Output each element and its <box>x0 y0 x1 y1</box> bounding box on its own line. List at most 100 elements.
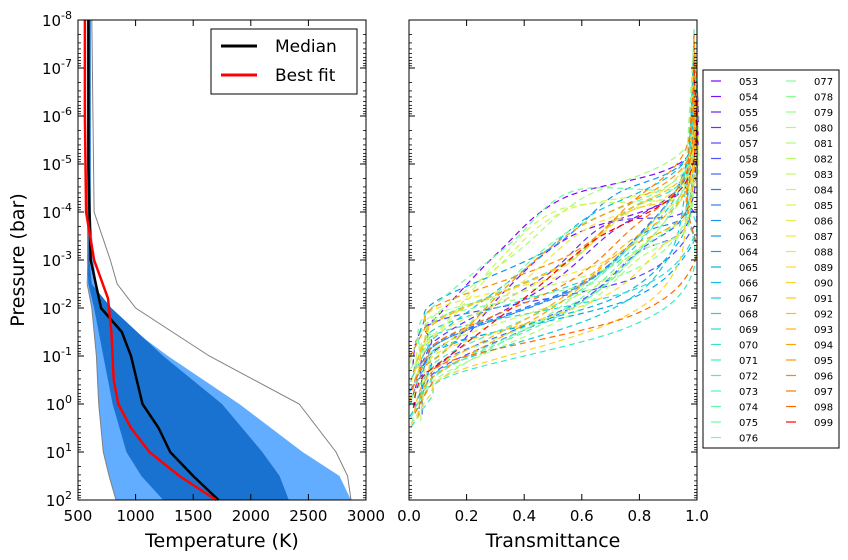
x-tick-label: 500 <box>64 507 93 525</box>
legend-median-label: Median <box>275 37 337 57</box>
transmittance-curve-080 <box>409 33 698 364</box>
legend-label-063: 063 <box>739 232 758 243</box>
left-y-ticks: 10-8 10-7 10-6 10-5 10-4 10-3 10-2 10-1 100 101 10… <box>42 9 366 510</box>
y-tick-label: 101 <box>46 441 72 462</box>
legend-label-094: 094 <box>814 341 833 352</box>
transmittance-curve-064 <box>419 117 695 397</box>
transmittance-curve-078 <box>409 36 695 370</box>
transmittance-curve-070 <box>414 79 695 370</box>
y-tick-label: 102 <box>46 489 72 510</box>
transmittance-curve-059 <box>418 110 695 410</box>
legend-label-078: 078 <box>814 93 833 104</box>
profile-lines <box>83 20 220 502</box>
y-tick-label: 10-5 <box>42 153 72 174</box>
transmittance-curve-083 <box>415 118 700 378</box>
legend-label-071: 071 <box>739 356 758 367</box>
y-tick-label: 10-3 <box>42 249 72 270</box>
y-tick-label: 10-6 <box>42 105 72 126</box>
y-tick-label: 10-2 <box>42 297 72 318</box>
legend-label-081: 081 <box>814 139 833 150</box>
legend-label-057: 057 <box>739 139 758 150</box>
x-tick-label: 0.0 <box>397 507 421 525</box>
legend-label-084: 084 <box>814 186 833 197</box>
x-tick-label: 0.8 <box>627 507 651 525</box>
legend-label-092: 092 <box>814 310 833 321</box>
legend-label-077: 077 <box>814 77 833 88</box>
legend-label-056: 056 <box>739 124 758 135</box>
legend-label-060: 060 <box>739 186 758 197</box>
legend-label-083: 083 <box>814 170 833 181</box>
y-tick-label: 10-4 <box>42 201 72 222</box>
legend-label-076: 076 <box>739 434 758 445</box>
legend-label-073: 073 <box>739 387 758 398</box>
legend-label-069: 069 <box>739 325 758 336</box>
x-tick-label: 3000 <box>347 507 385 525</box>
y-tick-label: 10-1 <box>42 345 72 366</box>
x-tick-label: 0.6 <box>570 507 594 525</box>
transmittance-curve-081 <box>420 124 695 422</box>
transmittance-curve-073 <box>410 41 695 418</box>
x-tick-label: 0.4 <box>512 507 536 525</box>
legend-label-080: 080 <box>814 124 833 135</box>
legend-label-089: 089 <box>814 263 833 274</box>
legend-label-099: 099 <box>814 418 833 429</box>
legend-label-086: 086 <box>814 217 833 228</box>
y-tick-label: 100 <box>46 393 72 414</box>
legend-label-091: 091 <box>814 294 833 305</box>
legend-best-fit-label: Best fit <box>275 66 336 86</box>
legend-label-065: 065 <box>739 263 758 274</box>
x-tick-label: 1000 <box>117 507 155 525</box>
left-x-axis-label: Temperature (K) <box>144 530 299 552</box>
transmittance-curve-087 <box>414 73 698 396</box>
legend-label-095: 095 <box>814 356 833 367</box>
left-legend-box <box>210 28 358 95</box>
band-edge-left <box>86 20 117 501</box>
transmittance-curve-088 <box>418 111 695 361</box>
legend-label-053: 053 <box>739 77 758 88</box>
transmittance-curve-063 <box>412 60 696 353</box>
left-legend: Median Best fit <box>210 28 358 95</box>
legend-label-098: 098 <box>814 403 833 414</box>
temperature-pressure-panel: 500 1000 1500 2000 2500 3000 10-8 10-7 10-6 10-5… <box>7 9 385 552</box>
right-legend-box <box>702 69 840 449</box>
median-line <box>87 20 220 501</box>
transmittance-curve-099 <box>412 62 697 409</box>
x-tick-label: 2500 <box>289 507 327 525</box>
legend-label-075: 075 <box>739 418 758 429</box>
transmittance-curve-075 <box>417 123 699 355</box>
legend-label-093: 093 <box>814 325 833 336</box>
legend-label-055: 055 <box>739 108 758 119</box>
legend-label-064: 064 <box>739 248 758 259</box>
legend-label-058: 058 <box>739 155 758 166</box>
legend-label-061: 061 <box>739 201 758 212</box>
legend-label-054: 054 <box>739 93 758 104</box>
y-tick-label: 10-8 <box>42 9 72 30</box>
x-tick-label: 1500 <box>174 507 212 525</box>
transmittance-curve-093 <box>413 70 696 412</box>
transmittance-curve-094 <box>418 108 696 417</box>
legend-label-097: 097 <box>814 387 833 398</box>
transmittance-curve-098 <box>414 76 698 414</box>
legend-label-068: 068 <box>739 310 758 321</box>
right-x-axis-label: Transmittance <box>485 530 621 552</box>
x-tick-label: 0.2 <box>455 507 479 525</box>
transmittance-curve-090 <box>410 41 695 426</box>
legend-label-074: 074 <box>739 403 758 414</box>
transmittance-curve-082 <box>414 73 695 366</box>
transmittance-curve-065 <box>417 103 695 399</box>
x-tick-label: 1.0 <box>685 507 709 525</box>
x-tick-label: 2000 <box>232 507 270 525</box>
transmittance-panel: 0.0 0.2 0.4 0.6 0.8 1.0 Transmittance <box>397 19 709 552</box>
legend-label-096: 096 <box>814 372 833 383</box>
transmittance-curve-053 <box>412 58 700 366</box>
legend-label-062: 062 <box>739 217 758 228</box>
legend-label-087: 087 <box>814 232 833 243</box>
left-x-ticks: 500 1000 1500 2000 2500 3000 <box>64 20 385 525</box>
legend-label-066: 066 <box>739 279 758 290</box>
legend-label-085: 085 <box>814 201 833 212</box>
right-x-ticks: 0.0 0.2 0.4 0.6 0.8 1.0 <box>397 20 709 525</box>
transmittance-curve-092 <box>413 69 696 372</box>
transmittance-curve-074 <box>417 102 695 417</box>
transmittance-curve-067 <box>409 32 695 417</box>
